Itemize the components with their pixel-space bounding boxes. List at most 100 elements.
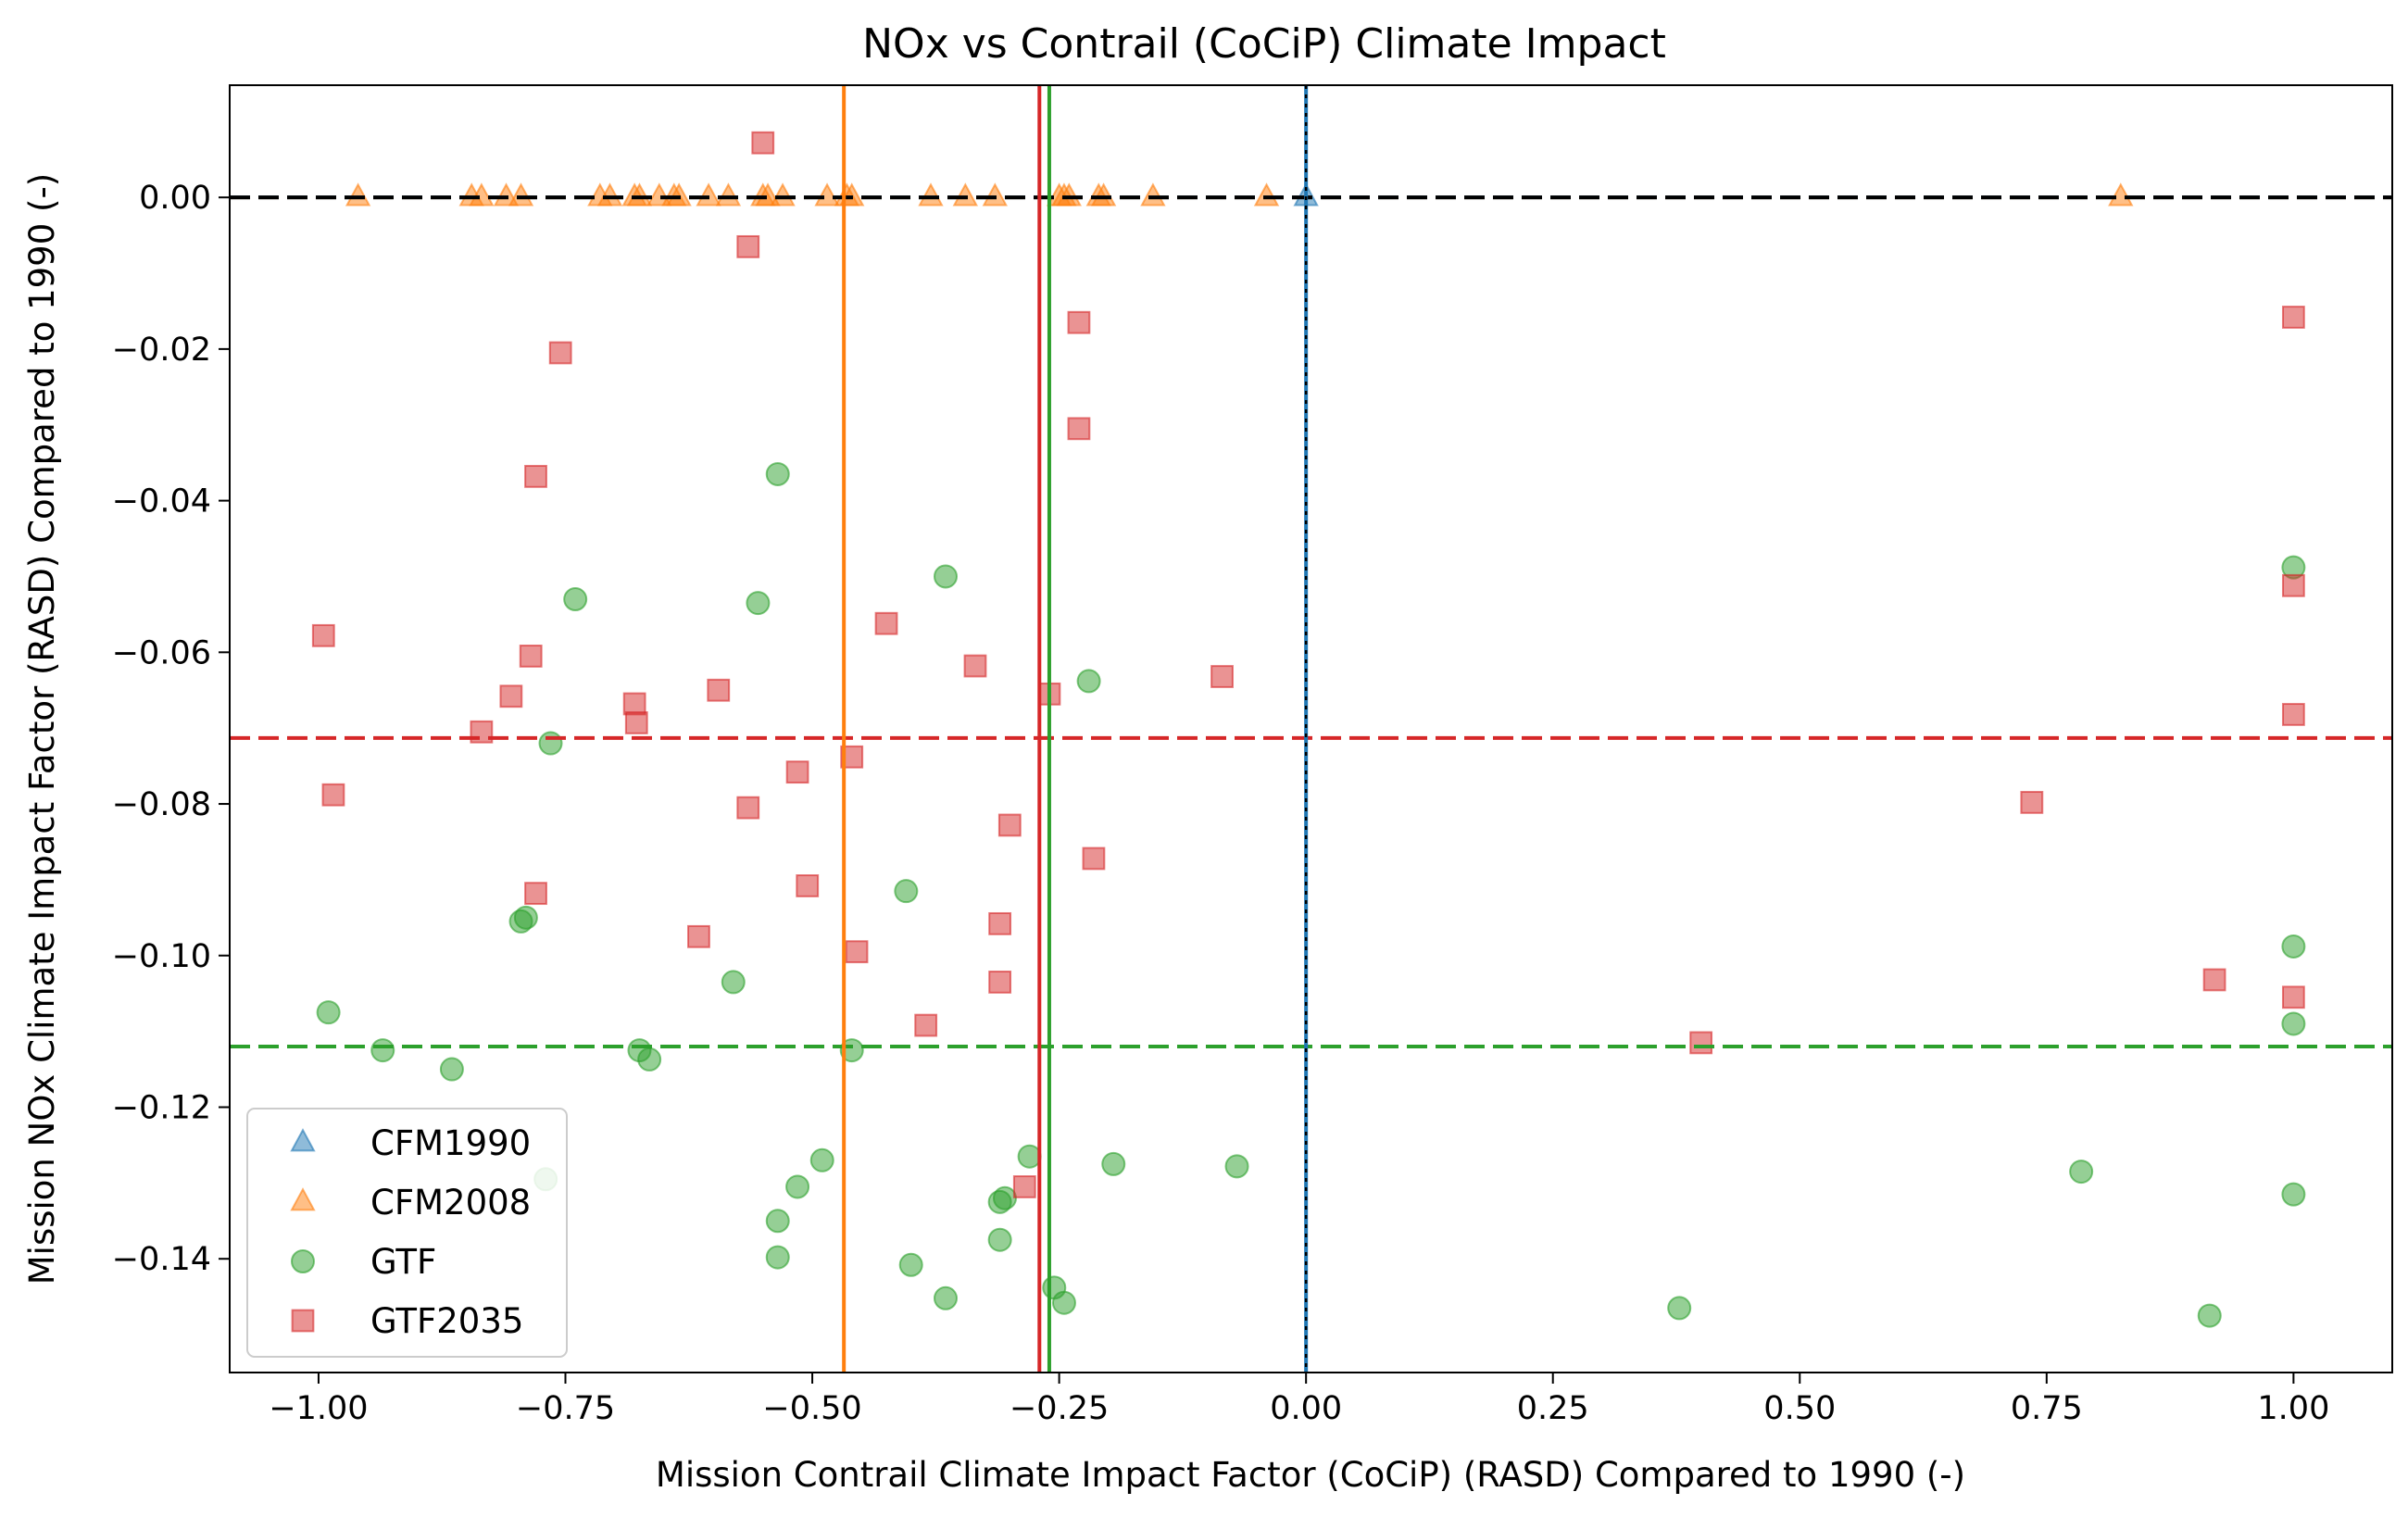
data-point-gtf <box>1101 1151 1126 1176</box>
data-point-gtf2035 <box>988 971 1012 994</box>
data-point-cfm2008 <box>508 182 534 207</box>
data-point-gtf2035 <box>736 796 760 820</box>
data-point-gtf <box>746 591 771 616</box>
data-point-gtf2035 <box>874 611 898 635</box>
y-tick-label: −0.04 <box>112 483 211 520</box>
y-tick-label: −0.14 <box>112 1241 211 1278</box>
data-point-cfm2008 <box>814 182 840 207</box>
data-point-gtf2035 <box>914 1013 938 1037</box>
data-point-gtf <box>370 1038 395 1063</box>
data-point-gtf <box>1224 1154 1249 1179</box>
data-point-cfm2008 <box>1056 182 1082 207</box>
data-point-gtf <box>2281 934 2306 959</box>
data-point-gtf2035 <box>2020 791 2044 814</box>
x-axis-label: Mission Contrail Climate Impact Factor (… <box>656 1455 1965 1495</box>
legend-marker-gtf <box>291 1249 315 1273</box>
data-point-cfm2008 <box>2108 182 2134 207</box>
data-point-gtf <box>1051 1290 1076 1315</box>
data-point-gtf2035 <box>321 783 345 807</box>
legend-label: CFM1990 <box>370 1123 531 1163</box>
data-point-cfm2008 <box>626 182 653 207</box>
data-point-gtf2035 <box>736 234 760 258</box>
data-point-gtf <box>2281 1182 2306 1207</box>
y-axis: 0.00 −0.02 −0.04 −0.06 −0.08 −0.10 −0.12 −0.14 <box>112 180 230 1278</box>
data-point-gtf2035 <box>1012 1175 1036 1198</box>
x-axis: −1.00 −0.75 −0.50 −0.25 0.00 0.25 0.50 0.75 1.00 <box>269 1373 2329 1427</box>
data-point-gtf2035 <box>2281 573 2305 597</box>
data-point-gtf <box>637 1047 662 1072</box>
data-point-gtf <box>1076 669 1101 694</box>
data-point-gtf <box>439 1057 464 1082</box>
data-point-gtf <box>987 1189 1012 1214</box>
x-tick-label: −1.00 <box>269 1390 368 1427</box>
data-point-gtf2035 <box>785 760 809 784</box>
data-point-gtf <box>721 970 746 995</box>
data-point-cfm2008 <box>666 182 692 207</box>
x-tick-label: 0.25 <box>1517 1390 1589 1427</box>
x-tick-label: 0.00 <box>1270 1390 1342 1427</box>
data-point-gtf2035 <box>2281 306 2305 329</box>
data-point-gtf2035 <box>622 692 646 716</box>
data-point-gtf <box>513 905 538 930</box>
data-point-gtf2035 <box>687 924 710 948</box>
x-tick-label: 1.00 <box>2257 1390 2329 1427</box>
series-cfm2008 <box>345 182 2134 207</box>
data-point-gtf2035 <box>1689 1031 1713 1055</box>
data-point-gtf <box>316 1000 341 1025</box>
data-point-gtf <box>898 1252 923 1277</box>
x-tick-label: −0.50 <box>762 1390 861 1427</box>
y-tick-label: −0.12 <box>112 1089 211 1126</box>
data-point-gtf <box>934 564 959 589</box>
data-point-cfm2008 <box>345 182 371 207</box>
data-point-gtf2035 <box>499 684 523 708</box>
data-point-gtf2035 <box>524 882 547 906</box>
data-point-gtf2035 <box>845 940 869 964</box>
x-tick-label: −0.25 <box>1010 1390 1109 1427</box>
x-tick-label: 0.75 <box>2011 1390 2083 1427</box>
data-point-gtf2035 <box>624 711 648 734</box>
data-point-cfm2008 <box>596 182 623 207</box>
legend: CFM1990 CFM2008 GTF GTF2035 <box>246 1108 568 1358</box>
data-point-gtf2035 <box>963 654 987 678</box>
legend-label: CFM2008 <box>370 1183 531 1222</box>
y-tick-label: 0.00 <box>139 180 211 217</box>
data-point-gtf <box>934 1285 959 1310</box>
legend-label: GTF <box>370 1242 436 1282</box>
data-point-gtf <box>2197 1303 2222 1328</box>
data-point-cfm2008 <box>982 182 1008 207</box>
data-point-gtf <box>765 461 790 486</box>
data-point-cfm2008 <box>715 182 742 207</box>
data-point-gtf <box>1017 1144 1042 1169</box>
data-point-gtf <box>894 879 919 904</box>
data-point-gtf <box>785 1174 810 1199</box>
x-tick-label: −0.75 <box>516 1390 615 1427</box>
y-tick-label: −0.02 <box>112 332 211 369</box>
data-point-gtf <box>765 1209 790 1234</box>
data-point-gtf <box>1667 1296 1692 1321</box>
legend-label: GTF2035 <box>370 1301 523 1341</box>
data-point-cfm2008 <box>839 182 865 207</box>
data-point-gtf <box>563 587 588 612</box>
data-point-gtf2035 <box>519 645 543 668</box>
series-gtf2035 <box>311 131 2305 1198</box>
data-point-cfm2008 <box>770 182 796 207</box>
data-point-gtf2035 <box>2281 985 2305 1009</box>
data-point-cfm2008 <box>1140 182 1166 207</box>
legend-box <box>246 1108 568 1358</box>
data-point-gtf <box>2069 1160 2094 1185</box>
data-point-gtf <box>765 1245 790 1270</box>
data-point-gtf <box>2281 1011 2306 1036</box>
data-point-gtf2035 <box>1210 665 1234 688</box>
data-point-gtf2035 <box>997 813 1022 837</box>
data-point-gtf2035 <box>548 341 572 365</box>
data-point-cfm2008 <box>952 182 979 207</box>
x-tick-label: 0.50 <box>1763 1390 1836 1427</box>
data-point-gtf2035 <box>2202 968 2226 992</box>
legend-marker-gtf2035 <box>291 1309 315 1333</box>
data-point-gtf <box>538 731 563 756</box>
y-tick-label: −0.10 <box>112 938 211 975</box>
data-point-gtf2035 <box>840 745 864 769</box>
legend-marker-cfm1990 <box>290 1128 316 1152</box>
data-point-gtf2035 <box>751 131 775 155</box>
